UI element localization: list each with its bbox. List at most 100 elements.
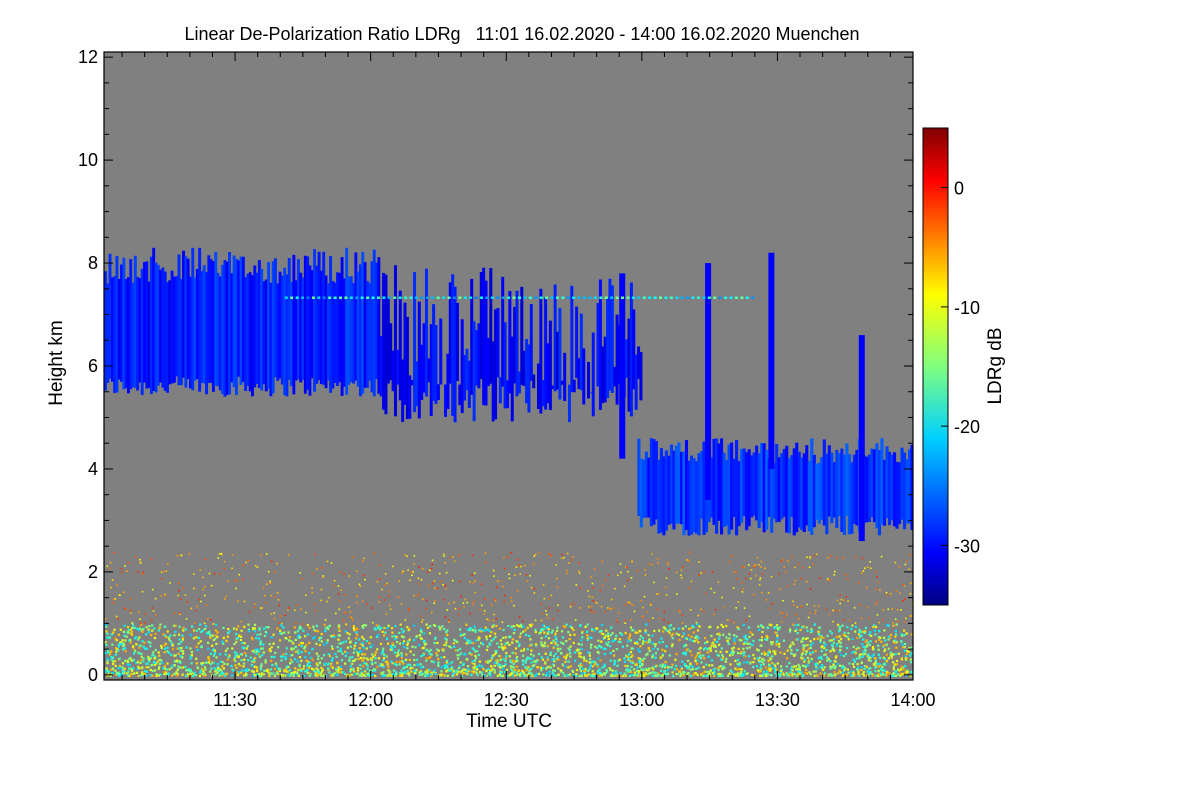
aerosol-pixel xyxy=(116,673,119,676)
aerosol-pixel xyxy=(903,642,907,646)
aerosol-pixel xyxy=(600,640,603,643)
cloud-column xyxy=(501,276,505,387)
aerosol-pixel xyxy=(452,669,455,673)
aerosol-pixel xyxy=(690,654,694,657)
aerosol-pixel xyxy=(832,649,835,652)
aerosol-pixel xyxy=(429,673,432,676)
aerosol-pixel xyxy=(511,641,514,644)
aerosol-pixel xyxy=(362,674,365,677)
aerosol-pixel xyxy=(864,626,868,630)
aerosol-pixel xyxy=(773,663,776,666)
aerosol-pixel xyxy=(671,632,675,635)
aerosol-pixel xyxy=(894,674,898,677)
aerosol-pixel xyxy=(590,661,593,664)
aerosol-pixel xyxy=(698,647,701,651)
thin-layer-segment xyxy=(523,296,527,300)
aerosol-pixel xyxy=(890,654,893,657)
aerosol-pixel xyxy=(779,588,782,590)
aerosol-pixel xyxy=(704,642,707,645)
aerosol-pixel xyxy=(578,667,582,670)
aerosol-pixel xyxy=(341,640,344,644)
aerosol-pixel xyxy=(768,649,771,652)
aerosol-pixel xyxy=(533,664,536,667)
aerosol-pixel xyxy=(315,652,318,655)
aerosol-pixel xyxy=(534,630,537,634)
aerosol-pixel xyxy=(406,555,408,558)
aerosol-pixel xyxy=(579,669,583,672)
aerosol-pixel xyxy=(391,673,395,676)
aerosol-pixel xyxy=(111,643,114,646)
aerosol-pixel xyxy=(880,640,883,643)
cloud-column xyxy=(322,251,326,385)
aerosol-pixel xyxy=(468,627,472,630)
aerosol-pixel xyxy=(429,648,433,652)
aerosol-pixel xyxy=(469,580,471,583)
aerosol-pixel xyxy=(904,657,907,660)
aerosol-pixel xyxy=(501,674,505,678)
aerosol-pixel xyxy=(659,669,663,672)
aerosol-pixel xyxy=(574,619,577,621)
aerosol-pixel xyxy=(173,673,177,676)
aerosol-pixel xyxy=(437,657,440,661)
aerosol-pixel xyxy=(189,633,192,637)
aerosol-pixel xyxy=(444,616,447,618)
aerosol-pixel xyxy=(427,571,429,573)
aerosol-pixel xyxy=(854,630,857,633)
aerosol-pixel xyxy=(847,638,850,641)
aerosol-pixel xyxy=(433,669,436,672)
aerosol-pixel xyxy=(138,627,142,630)
aerosol-pixel xyxy=(382,634,386,637)
aerosol-pixel xyxy=(445,571,448,574)
aerosol-pixel xyxy=(629,651,633,654)
aerosol-pixel xyxy=(867,566,869,568)
aerosol-pixel xyxy=(121,571,123,574)
aerosol-pixel xyxy=(677,670,681,673)
aerosol-pixel xyxy=(376,581,379,583)
aerosol-pixel xyxy=(287,673,290,676)
aerosol-pixel xyxy=(892,624,895,627)
aerosol-pixel xyxy=(531,674,534,677)
aerosol-pixel xyxy=(330,645,334,648)
aerosol-pixel xyxy=(876,674,879,677)
cloud-column xyxy=(198,247,202,392)
aerosol-pixel xyxy=(209,652,213,655)
aerosol-pixel xyxy=(405,665,409,668)
aerosol-pixel xyxy=(852,671,855,674)
aerosol-pixel xyxy=(386,626,389,630)
aerosol-pixel xyxy=(872,663,875,666)
cloud-column xyxy=(669,444,673,524)
cloud-column xyxy=(202,265,206,384)
aerosol-pixel xyxy=(388,604,391,607)
aerosol-pixel xyxy=(280,624,283,627)
aerosol-pixel xyxy=(503,556,505,559)
aerosol-pixel xyxy=(659,664,662,667)
aerosol-pixel xyxy=(642,640,645,643)
cloud-column xyxy=(361,251,365,394)
aerosol-pixel xyxy=(344,673,347,676)
aerosol-pixel xyxy=(158,658,161,661)
aerosol-pixel xyxy=(201,629,204,632)
aerosol-pixel xyxy=(766,636,769,639)
aerosol-pixel xyxy=(365,662,368,665)
aerosol-pixel xyxy=(838,609,841,612)
aerosol-pixel xyxy=(453,560,456,563)
aerosol-pixel xyxy=(462,672,465,675)
aerosol-pixel xyxy=(163,665,166,668)
aerosol-pixel xyxy=(874,674,878,677)
thin-layer-segment xyxy=(376,296,380,300)
aerosol-pixel xyxy=(179,666,182,669)
aerosol-pixel xyxy=(568,649,571,652)
cloud-column xyxy=(596,303,600,387)
cloud-column xyxy=(429,324,433,417)
aerosol-pixel xyxy=(552,618,554,621)
aerosol-pixel xyxy=(123,668,126,671)
aerosol-pixel xyxy=(412,624,416,627)
aerosol-pixel xyxy=(858,647,861,650)
aerosol-pixel xyxy=(887,638,890,641)
aerosol-pixel xyxy=(885,591,888,594)
aerosol-pixel xyxy=(488,619,490,622)
aerosol-pixel xyxy=(730,647,734,650)
aerosol-pixel xyxy=(360,674,363,677)
thin-layer-segment xyxy=(588,296,592,300)
cloud-column xyxy=(398,290,402,401)
